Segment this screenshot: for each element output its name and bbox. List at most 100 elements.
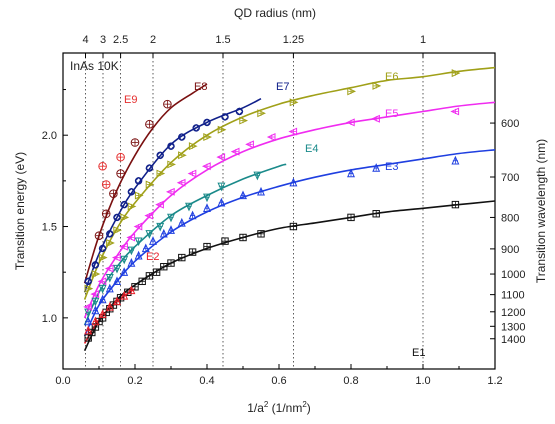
data-point — [116, 152, 125, 162]
data-point — [105, 301, 114, 311]
data-point — [98, 294, 107, 304]
data-point — [134, 191, 144, 200]
data-point — [106, 238, 115, 247]
point-shape — [192, 123, 201, 132]
data-point — [451, 155, 460, 165]
series-label-e8: E8 — [194, 81, 207, 93]
data-point — [145, 180, 155, 189]
data-point — [372, 163, 381, 172]
data-point — [97, 277, 107, 286]
y-tick-label: 1.5 — [42, 222, 57, 234]
data-point — [451, 200, 460, 209]
x-axis-title-sup2: 2 — [302, 400, 307, 409]
data-point — [144, 211, 154, 220]
top-tick-label: 4 — [82, 34, 88, 46]
data-point — [105, 283, 114, 293]
point-shape — [101, 180, 111, 189]
data-point — [83, 302, 92, 311]
data-point — [188, 142, 198, 151]
data-point — [221, 113, 229, 121]
data-point — [450, 107, 460, 116]
data-point — [120, 213, 130, 222]
point-shape — [113, 213, 121, 222]
data-point — [105, 229, 114, 238]
data-point — [257, 186, 265, 196]
x-tick-label: 1.2 — [487, 375, 502, 387]
data-point — [201, 162, 211, 171]
series-labels: E1 E2 E3 E4 E5 E6 E7 E8 E9 — [124, 71, 425, 359]
x-axis: 0.0 0.2 0.4 0.6 0.8 1.0 1.2 — [55, 364, 503, 387]
point-shape — [203, 118, 211, 127]
point-shape — [91, 260, 100, 269]
data-point — [145, 164, 154, 172]
top-tick-label: 3 — [100, 34, 106, 46]
data-point — [138, 277, 146, 286]
point-shape — [98, 161, 107, 171]
x-axis-title-end: ) — [307, 401, 311, 415]
data-point — [133, 222, 143, 231]
data-point — [130, 138, 140, 147]
point-shape — [101, 209, 111, 219]
data-point — [176, 178, 186, 187]
data-point — [167, 160, 177, 169]
x-axis-title-sup: 2 — [264, 400, 269, 409]
data-point — [156, 151, 165, 160]
x-tick-label: 0.2 — [127, 375, 142, 387]
data-point — [371, 114, 380, 123]
data-point — [289, 98, 299, 107]
fit-curve-e6 — [83, 66, 495, 300]
data-point — [217, 182, 226, 192]
data-point — [113, 213, 121, 222]
data-point — [235, 107, 244, 116]
right-tick-label: 700 — [501, 172, 519, 184]
right-tick-label: 800 — [501, 212, 519, 224]
top-tick-label: 1.5 — [215, 34, 230, 46]
data-point — [185, 202, 193, 212]
point-shape — [127, 187, 136, 196]
data-point — [160, 263, 168, 271]
data-point — [178, 253, 186, 262]
data-point — [245, 140, 254, 149]
data-point — [120, 200, 129, 209]
data-point — [253, 171, 262, 181]
data-point — [216, 153, 226, 162]
data-point — [91, 305, 100, 315]
data-point — [98, 244, 107, 253]
data-point — [126, 233, 136, 242]
series-label-e2: E2 — [146, 251, 159, 263]
point-shape — [109, 189, 118, 198]
data-point — [239, 233, 247, 242]
data-point — [217, 197, 226, 207]
data-point — [127, 285, 136, 295]
x-tick-label: 0.6 — [271, 375, 286, 387]
data-point — [165, 187, 175, 196]
data-point — [217, 125, 227, 134]
data-point — [177, 217, 186, 227]
data-point — [288, 127, 298, 136]
x-tick-label: 0.8 — [343, 375, 358, 387]
point-shape — [130, 138, 140, 147]
data-point — [134, 176, 143, 185]
y-tick-label: 2.0 — [42, 130, 57, 142]
y-axis: 1.0 1.5 2.0 — [42, 89, 68, 325]
data-point — [127, 258, 136, 267]
data-point — [239, 190, 247, 200]
data-point — [101, 180, 111, 189]
point-shape — [163, 99, 172, 109]
data-point — [152, 268, 161, 276]
point-shape — [134, 176, 143, 185]
right-tick-label: 1300 — [501, 321, 525, 333]
data-point — [230, 147, 240, 156]
top-tick-label: 2.5 — [113, 34, 128, 46]
data-point — [127, 246, 136, 256]
top-tick-label: 1 — [420, 34, 426, 46]
data-point — [113, 264, 121, 274]
point-shape — [156, 151, 165, 160]
data-point — [120, 267, 129, 276]
data-point — [91, 316, 100, 326]
data-point — [91, 297, 100, 307]
x-tick-label: 0.4 — [199, 375, 214, 387]
data-point — [347, 168, 355, 178]
